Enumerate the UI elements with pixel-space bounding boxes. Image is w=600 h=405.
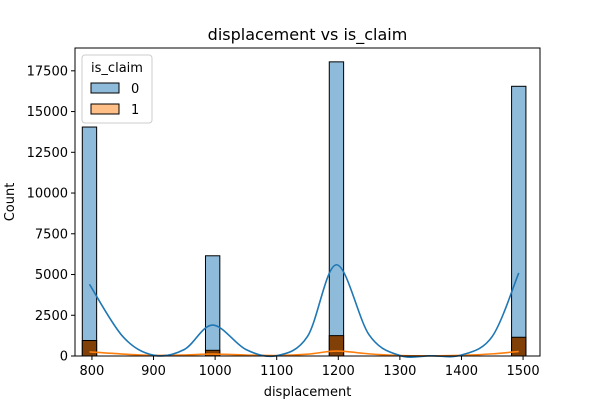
legend: is_claim 0 1 bbox=[81, 54, 153, 124]
y-tick-label-5: 12500 bbox=[27, 146, 68, 161]
x-tick-label-4: 1200 bbox=[322, 364, 355, 379]
x-tick-label-2: 1000 bbox=[199, 364, 232, 379]
y-tick-label-2: 5000 bbox=[35, 268, 68, 283]
x-tick-label-3: 1100 bbox=[260, 364, 293, 379]
y-tick-label-0: 0 bbox=[60, 350, 68, 365]
x-tick-label-1: 900 bbox=[141, 364, 166, 379]
bar-series-1-2 bbox=[328, 335, 345, 357]
y-tick-label-4: 10000 bbox=[27, 187, 68, 202]
bar-series-1-0 bbox=[81, 340, 98, 357]
y-tick-label-6: 15000 bbox=[27, 105, 68, 120]
legend-swatch-0 bbox=[90, 82, 120, 94]
bar-series-1-3 bbox=[511, 336, 527, 357]
x-axis-label: displacement bbox=[264, 385, 352, 400]
chart-title: displacement vs is_claim bbox=[208, 25, 408, 45]
bar-series-0-3 bbox=[511, 85, 527, 357]
legend-label-1: 1 bbox=[131, 103, 139, 118]
bar-series-0-1 bbox=[204, 255, 221, 357]
y-axis-label: Count bbox=[3, 183, 18, 222]
legend-title: is_claim bbox=[91, 61, 143, 76]
y-tick-label-3: 7500 bbox=[35, 227, 68, 242]
y-tick-label-1: 2500 bbox=[35, 309, 68, 324]
plot-frame bbox=[74, 47, 541, 357]
plot-area bbox=[81, 61, 527, 358]
legend-label-0: 0 bbox=[131, 82, 139, 97]
x-tick-label-6: 1400 bbox=[445, 364, 478, 379]
axes: 800 900 1000 1100 1200 1300 1400 15000250050007… bbox=[27, 64, 540, 379]
legend-swatch-1 bbox=[90, 103, 120, 115]
y-tick-label-7: 17500 bbox=[27, 64, 68, 79]
bar-series-0-2 bbox=[328, 61, 345, 357]
bar-series-0-0 bbox=[81, 126, 98, 357]
x-tick-label-0: 800 bbox=[80, 364, 105, 379]
x-tick-label-5: 1300 bbox=[383, 364, 416, 379]
x-tick-label-7: 1500 bbox=[507, 364, 540, 379]
bar-series-1-1 bbox=[204, 349, 221, 357]
